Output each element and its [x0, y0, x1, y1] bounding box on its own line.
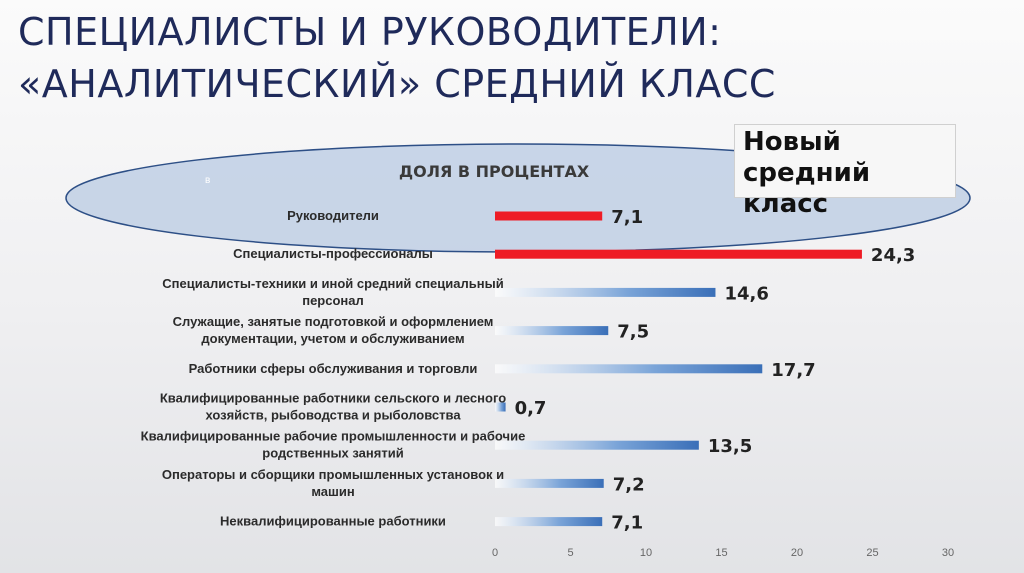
- value-label-7: 13,5: [708, 436, 752, 457]
- category-label-line: Работники сферы обслуживания и торговли: [189, 361, 478, 376]
- title-line-1: СПЕЦИАЛИСТЫ И РУКОВОДИТЕЛИ:: [18, 10, 722, 54]
- bar-2: [495, 249, 862, 259]
- x-tick-label: 0: [492, 547, 498, 559]
- value-label-4: 7,5: [617, 322, 649, 343]
- stray-mark: в: [205, 175, 210, 186]
- category-label-line: Операторы и сборщики промышленных устано…: [162, 467, 504, 482]
- new-middle-class-callout: Новый средний класс: [734, 124, 956, 219]
- category-label-6: Квалифицированные работники сельского и …: [160, 391, 506, 423]
- value-label-8: 7,2: [613, 474, 645, 495]
- bar-6: [495, 402, 506, 412]
- value-label-1: 7,1: [611, 207, 643, 228]
- value-label-5: 17,7: [771, 360, 815, 381]
- category-label-1: Руководители: [287, 208, 379, 223]
- title-line-2: «АНАЛИТИЧЕСКИЙ» СРЕДНИЙ КЛАСС: [18, 62, 776, 106]
- category-label-line: Квалифицированные рабочие промышленности…: [141, 429, 526, 444]
- value-labels-layer: 7,1 24,3 14,6 7,5 17,7 0,7 13,5 7,2 7,1: [515, 207, 916, 534]
- x-tick-label: 25: [866, 547, 878, 559]
- bar-1: [495, 211, 603, 221]
- category-label-line: машин: [311, 484, 354, 499]
- x-tick-label: 30: [942, 547, 954, 559]
- category-label-7: Квалифицированные рабочие промышленности…: [141, 429, 526, 461]
- bar-8: [495, 478, 604, 488]
- bar-5: [495, 364, 763, 374]
- category-label-line: Специалисты-профессионалы: [233, 246, 433, 261]
- category-label-8: Операторы и сборщики промышленных устано…: [162, 467, 504, 499]
- category-label-line: документации, учетом и обслуживанием: [201, 331, 464, 346]
- category-label-4: Служащие, занятые подготовкой и оформлен…: [173, 314, 494, 346]
- x-tick-label: 10: [640, 547, 652, 559]
- bar-3: [495, 287, 716, 297]
- bar-7: [495, 440, 699, 450]
- category-label-line: Неквалифицированные работники: [220, 514, 446, 529]
- bar-9: [495, 517, 603, 527]
- value-label-6: 0,7: [515, 398, 547, 419]
- category-label-line: Специалисты-техники и иной средний специ…: [162, 276, 503, 291]
- category-label-line: хозяйств, рыбоводства и рыболовства: [205, 408, 461, 423]
- x-axis-ticks: 0 5 10 15 20 25 30: [492, 547, 954, 559]
- x-tick-label: 20: [791, 547, 803, 559]
- category-label-5: Работники сферы обслуживания и торговли: [189, 361, 478, 376]
- category-label-3: Специалисты-техники и иной средний специ…: [162, 276, 503, 308]
- x-tick-label: 15: [715, 547, 727, 559]
- chart-title: ДОЛЯ В ПРОЦЕНТАХ: [399, 162, 590, 181]
- bars-layer: [495, 211, 862, 527]
- value-label-9: 7,1: [611, 513, 643, 534]
- value-label-3: 14,6: [724, 283, 768, 304]
- category-labels-layer: Руководители Специалисты-профессионалы Спе…: [141, 208, 526, 529]
- bar-4: [495, 326, 609, 336]
- category-label-9: Неквалифицированные работники: [220, 514, 446, 529]
- category-label-line: персонал: [302, 293, 364, 308]
- category-label-line: Служащие, занятые подготовкой и оформлен…: [173, 314, 494, 329]
- category-label-2: Специалисты-профессионалы: [233, 246, 433, 261]
- x-tick-label: 5: [567, 547, 573, 559]
- slide-title: СПЕЦИАЛИСТЫ И РУКОВОДИТЕЛИ: «АНАЛИТИЧЕСК…: [18, 6, 776, 110]
- value-label-2: 24,3: [871, 245, 915, 266]
- category-label-line: родственных занятий: [262, 446, 403, 461]
- category-label-line: Квалифицированные работники сельского и …: [160, 391, 506, 406]
- category-label-line: Руководители: [287, 208, 379, 223]
